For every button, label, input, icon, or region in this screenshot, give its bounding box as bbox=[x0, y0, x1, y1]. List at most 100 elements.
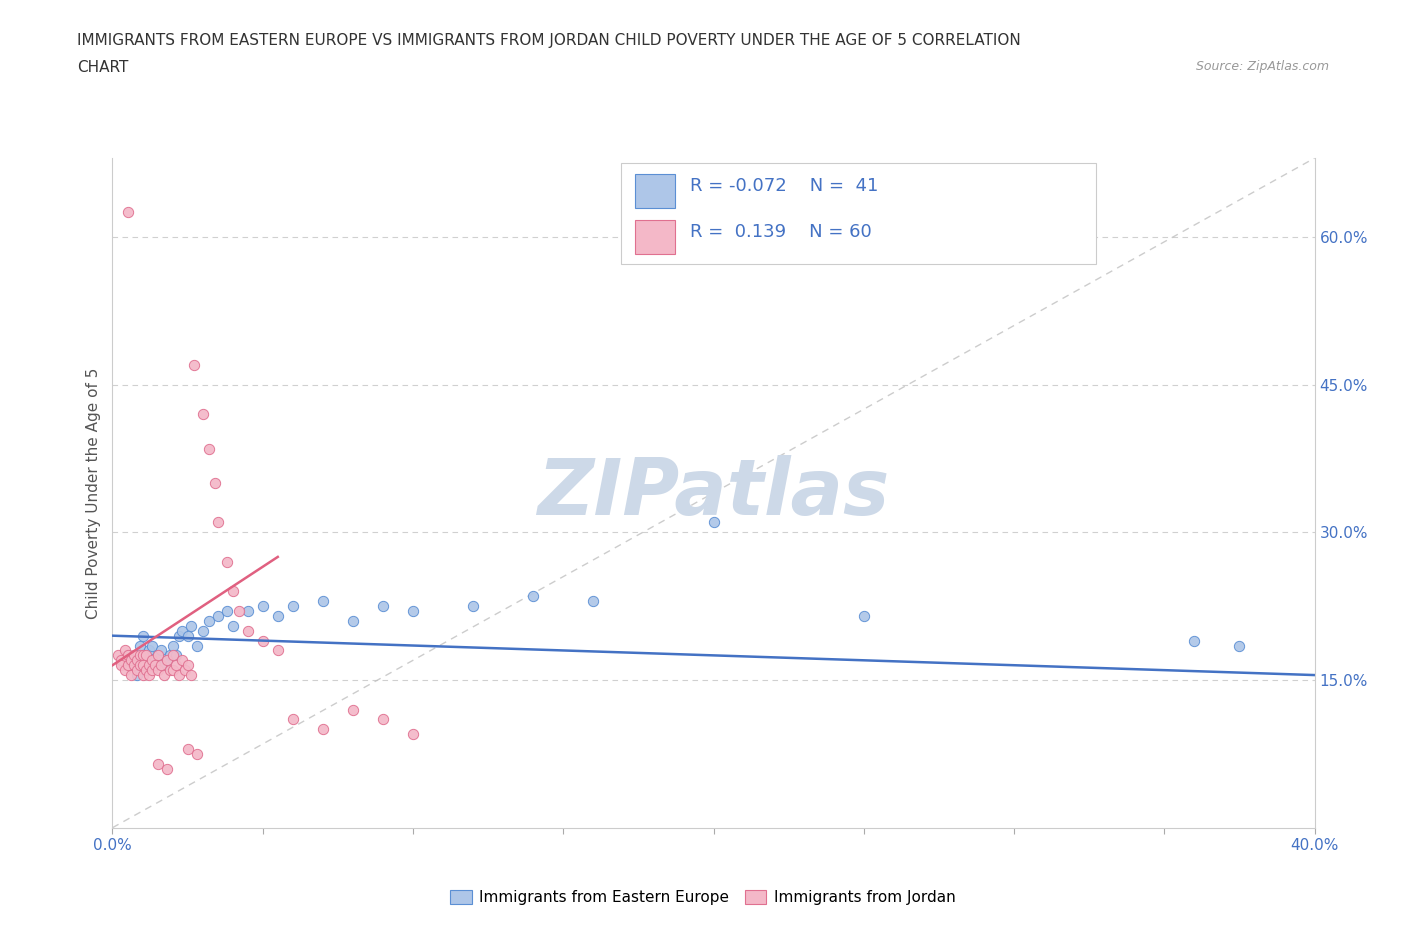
Point bbox=[125, 663, 148, 678]
Text: ZIPatlas: ZIPatlas bbox=[537, 455, 890, 531]
Point bbox=[152, 668, 174, 683]
Point bbox=[702, 515, 725, 530]
Point bbox=[342, 702, 364, 717]
Point bbox=[312, 722, 335, 737]
Point bbox=[207, 515, 229, 530]
Point bbox=[131, 668, 153, 683]
Point bbox=[110, 653, 132, 668]
Point bbox=[371, 712, 394, 727]
Point bbox=[281, 599, 304, 614]
Point bbox=[162, 638, 184, 653]
Point bbox=[222, 618, 245, 633]
Text: IMMIGRANTS FROM EASTERN EUROPE VS IMMIGRANTS FROM JORDAN CHILD POVERTY UNDER THE: IMMIGRANTS FROM EASTERN EUROPE VS IMMIGR… bbox=[77, 33, 1021, 47]
Point bbox=[138, 668, 160, 683]
Point bbox=[204, 475, 226, 490]
Point bbox=[143, 658, 166, 672]
Point bbox=[159, 648, 181, 663]
FancyBboxPatch shape bbox=[621, 164, 1095, 264]
Point bbox=[252, 633, 274, 648]
Point bbox=[167, 668, 190, 683]
Point bbox=[125, 653, 148, 668]
Point bbox=[141, 638, 163, 653]
Point bbox=[267, 608, 290, 623]
Point bbox=[110, 658, 132, 672]
Point bbox=[522, 589, 544, 604]
Point bbox=[461, 599, 484, 614]
Point bbox=[228, 604, 250, 618]
Point bbox=[120, 653, 142, 668]
Point bbox=[312, 593, 335, 608]
Point bbox=[176, 658, 198, 672]
Point bbox=[1229, 638, 1251, 653]
Point bbox=[176, 629, 198, 644]
Text: R = -0.072    N =  41: R = -0.072 N = 41 bbox=[689, 178, 877, 195]
Point bbox=[170, 623, 193, 638]
Point bbox=[117, 658, 139, 672]
Point bbox=[141, 663, 163, 678]
Point bbox=[146, 663, 169, 678]
Point bbox=[165, 658, 187, 672]
Point bbox=[402, 604, 425, 618]
Point bbox=[852, 608, 875, 623]
Point bbox=[159, 663, 181, 678]
Point bbox=[191, 406, 214, 421]
Point bbox=[117, 205, 139, 219]
Point bbox=[371, 599, 394, 614]
Point bbox=[180, 618, 202, 633]
Text: R =  0.139    N = 60: R = 0.139 N = 60 bbox=[689, 223, 872, 241]
Point bbox=[236, 623, 259, 638]
Point bbox=[149, 643, 172, 658]
Point bbox=[162, 648, 184, 663]
Point bbox=[122, 658, 145, 672]
Legend: Immigrants from Eastern Europe, Immigrants from Jordan: Immigrants from Eastern Europe, Immigran… bbox=[444, 884, 962, 911]
Point bbox=[135, 663, 157, 678]
Point bbox=[152, 658, 174, 672]
Point bbox=[186, 638, 208, 653]
Point bbox=[131, 658, 153, 672]
Point bbox=[197, 441, 219, 456]
Point bbox=[180, 668, 202, 683]
Point bbox=[155, 761, 177, 776]
Point bbox=[117, 648, 139, 663]
Point bbox=[267, 643, 290, 658]
Point bbox=[162, 663, 184, 678]
Bar bbox=[636, 174, 675, 208]
Point bbox=[107, 648, 129, 663]
Point bbox=[155, 653, 177, 668]
Point bbox=[173, 663, 195, 678]
Point bbox=[167, 629, 190, 644]
Point bbox=[197, 614, 219, 629]
Point bbox=[186, 747, 208, 762]
Y-axis label: Child Poverty Under the Age of 5: Child Poverty Under the Age of 5 bbox=[86, 367, 101, 618]
Point bbox=[128, 638, 150, 653]
Point bbox=[120, 668, 142, 683]
Point bbox=[165, 648, 187, 663]
Bar bbox=[636, 219, 675, 254]
Point bbox=[135, 648, 157, 663]
Point bbox=[582, 593, 605, 608]
Point bbox=[207, 608, 229, 623]
Point bbox=[128, 658, 150, 672]
Point bbox=[131, 648, 153, 663]
Point bbox=[170, 653, 193, 668]
Point bbox=[141, 653, 163, 668]
Text: Source: ZipAtlas.com: Source: ZipAtlas.com bbox=[1195, 60, 1329, 73]
Point bbox=[131, 648, 153, 663]
Point bbox=[402, 726, 425, 741]
Point bbox=[183, 357, 205, 372]
Point bbox=[122, 658, 145, 672]
Point bbox=[176, 741, 198, 756]
Point bbox=[146, 648, 169, 663]
Point bbox=[131, 629, 153, 644]
Point bbox=[146, 756, 169, 771]
Point bbox=[222, 584, 245, 599]
Point bbox=[215, 604, 238, 618]
Point bbox=[138, 643, 160, 658]
Point bbox=[342, 614, 364, 629]
Point bbox=[114, 643, 136, 658]
Point bbox=[149, 658, 172, 672]
Point bbox=[215, 554, 238, 569]
Point bbox=[122, 648, 145, 663]
Point bbox=[138, 658, 160, 672]
Point bbox=[117, 648, 139, 663]
